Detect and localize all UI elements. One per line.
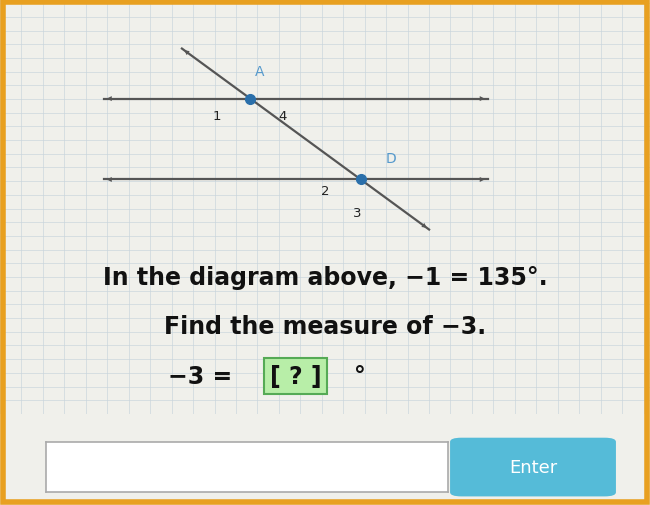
Text: 2: 2: [320, 184, 330, 197]
Text: In the diagram above, −1 = 135°.: In the diagram above, −1 = 135°.: [103, 265, 547, 289]
Text: °: °: [354, 365, 366, 388]
FancyBboxPatch shape: [450, 438, 616, 496]
Text: A: A: [255, 65, 265, 79]
Text: 3: 3: [353, 207, 362, 220]
Text: Find the measure of −3.: Find the measure of −3.: [164, 315, 486, 339]
Text: −3 =: −3 =: [168, 365, 240, 388]
Text: Enter: Enter: [509, 458, 557, 476]
Text: 1: 1: [212, 110, 221, 123]
Text: 4: 4: [279, 110, 287, 123]
Text: [ ? ]: [ ? ]: [270, 365, 322, 388]
Text: D: D: [385, 152, 396, 166]
